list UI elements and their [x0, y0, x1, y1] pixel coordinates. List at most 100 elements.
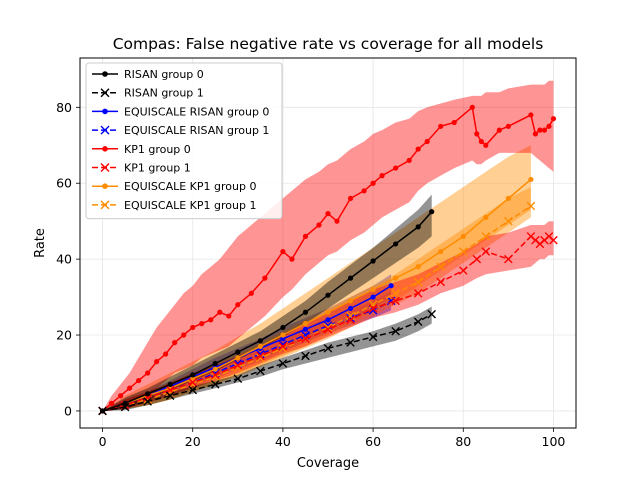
point-equiscale-kp1-group-1: [481, 232, 491, 241]
point-equiscale-risan-group-1-stroke: [210, 368, 220, 378]
point-risan-group-1-stroke: [120, 402, 130, 412]
plot-area-frame: [79, 57, 577, 429]
point-risan-group-0: [370, 258, 376, 264]
point-risan-group-0: [99, 408, 106, 414]
point-equiscale-kp1-group-0: [190, 376, 196, 382]
point-kp1-group-0: [280, 248, 286, 255]
point-kp1-group-1-stroke: [210, 370, 220, 380]
point-risan-group-0: [302, 309, 309, 315]
confidence-bands: [102, 80, 554, 411]
point-equiscale-kp1-group-0: [280, 332, 286, 338]
point-kp1-group-0: [190, 324, 196, 331]
point-kp1-group-1: [504, 254, 513, 264]
point-kp1-group-0: [334, 218, 340, 224]
x-tick-label: 80: [455, 434, 471, 449]
point-risan-group-1-stroke: [413, 317, 423, 327]
series-lines: [98, 104, 558, 416]
point-kp1-group-0: [181, 332, 187, 338]
x-tick-label: 0: [99, 434, 107, 449]
legend-box: [85, 62, 283, 220]
point-kp1-group-1-stroke: [436, 277, 446, 287]
point-kp1-group-1: [210, 370, 220, 380]
point-equiscale-risan-group-0: [280, 336, 286, 342]
point-kp1-group-0: [226, 313, 232, 319]
point-kp1-group-0: [415, 146, 421, 152]
point-risan-group-1-stroke: [188, 385, 198, 395]
band-kp1-group-0: [102, 80, 554, 411]
point-kp1-group-0: [325, 210, 331, 217]
point-kp1-group-1-stroke: [368, 304, 378, 313]
point-risan-group-0: [415, 224, 421, 230]
point-risan-group-0: [280, 324, 286, 331]
chart-title: Compas: False negative rate vs coverage …: [113, 35, 544, 53]
x-tick-label: 100: [542, 434, 566, 449]
point-kp1-group-1: [301, 334, 310, 344]
point-risan-group-0: [393, 241, 399, 247]
point-equiscale-risan-group-0: [388, 283, 394, 289]
point-equiscale-kp1-group-1-stroke: [413, 277, 423, 287]
point-kp1-group-1-stroke: [323, 325, 333, 334]
legend-entry-kp1-group-0: KP1 group 0: [92, 143, 191, 156]
legend-entry-equiscale-kp1-group-1: EQUISCALE KP1 group 1: [92, 199, 256, 212]
point-risan-group-1: [278, 359, 288, 368]
legend-label-kp1-group-1: KP1 group 1: [124, 162, 191, 175]
point-kp1-group-0: [451, 119, 457, 126]
series-risan-group-1: [98, 309, 437, 416]
point-kp1-group-0: [537, 127, 543, 133]
point-kp1-group-0: [546, 123, 552, 129]
point-kp1-group-0: [469, 104, 475, 110]
point-risan-group-1-stroke: [391, 326, 400, 336]
x-tick-label: 40: [275, 434, 291, 449]
point-kp1-group-0: [474, 131, 480, 137]
point-equiscale-kp1-group-0: [325, 309, 331, 315]
point-risan-group-1: [256, 366, 265, 376]
point-kp1-group-1: [549, 235, 558, 245]
legend-marker-kp1-group-0: [102, 146, 108, 152]
legend-label-equiscale-risan-group-1: EQUISCALE RISAN group 1: [124, 124, 269, 137]
point-kp1-group-1: [481, 247, 491, 256]
point-kp1-group-0: [108, 400, 115, 406]
point-risan-group-1-stroke: [210, 380, 220, 389]
point-kp1-group-0: [393, 165, 399, 171]
legend-marker-equiscale-kp1-group-0: [102, 183, 108, 189]
legend-marker-risan-group-0: [102, 71, 108, 77]
legend-label-equiscale-kp1-group-1: EQUISCALE KP1 group 1: [124, 199, 256, 212]
band-equiscale-kp1-group-0: [102, 145, 531, 411]
y-tick-label: 80: [56, 100, 72, 115]
point-risan-group-1-stroke: [165, 391, 175, 401]
legend-marker-kp1-group-1-stroke: [100, 163, 110, 172]
point-kp1-group-0: [505, 123, 511, 129]
legend-marker-kp1-group-1: [100, 163, 110, 172]
point-risan-group-0: [347, 275, 354, 281]
point-equiscale-kp1-group-1-stroke: [436, 262, 446, 272]
point-risan-group-1: [233, 374, 243, 383]
point-risan-group-1-stroke: [346, 338, 355, 347]
point-kp1-group-1-stroke: [504, 254, 513, 264]
line-equiscale-kp1-group-1: [102, 205, 532, 412]
point-kp1-group-0: [127, 385, 133, 391]
y-tick-label: 60: [56, 176, 72, 191]
point-kp1-group-0: [289, 256, 295, 262]
point-kp1-group-1-stroke: [278, 342, 288, 351]
point-equiscale-kp1-group-1: [391, 288, 400, 298]
point-kp1-group-1-stroke: [233, 361, 243, 370]
point-kp1-group-0: [483, 142, 489, 148]
point-equiscale-kp1-group-0: [528, 176, 534, 183]
line-kp1-group-0: [102, 105, 555, 412]
point-equiscale-kp1-group-1-stroke: [368, 300, 378, 309]
point-kp1-group-1-stroke: [544, 232, 554, 241]
point-equiscale-kp1-group-1: [346, 311, 355, 321]
point-equiscale-kp1-group-0: [393, 275, 399, 281]
point-kp1-group-0: [302, 233, 309, 239]
point-kp1-group-1-stroke: [526, 232, 536, 241]
legend-label-kp1-group-0: KP1 group 0: [124, 143, 191, 156]
x-axis-label: Coverage: [297, 456, 359, 471]
point-equiscale-kp1-group-0: [370, 286, 376, 293]
point-equiscale-kp1-group-1-stroke: [391, 288, 400, 298]
point-equiscale-kp1-group-1-stroke: [526, 201, 536, 211]
point-kp1-group-1-stroke: [188, 378, 198, 387]
point-risan-group-1-stroke: [427, 309, 437, 319]
point-risan-group-1-stroke: [233, 374, 243, 383]
point-equiscale-kp1-group-0: [347, 298, 354, 304]
